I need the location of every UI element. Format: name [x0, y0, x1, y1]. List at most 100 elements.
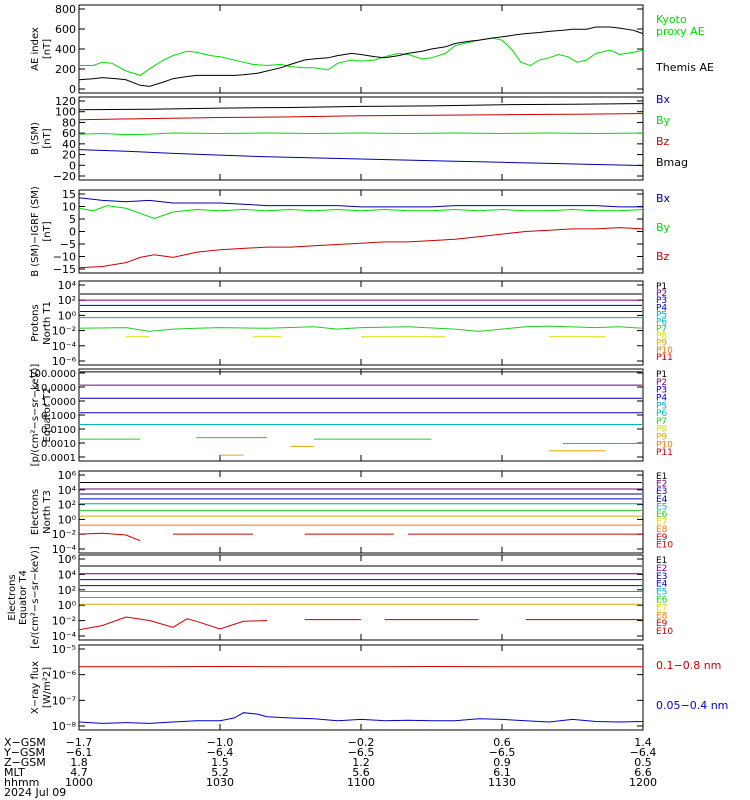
y-tick-label: 20	[62, 149, 76, 162]
y-tick-label: 10²	[58, 294, 76, 307]
ephemeris-row-label: Z−GSM	[4, 756, 46, 769]
series-line-p7	[78, 325, 644, 332]
legend-item: P11	[656, 448, 673, 458]
legend-item: P6	[656, 317, 667, 327]
legend-item: By	[656, 221, 671, 234]
legend-item: 0.1−0.8 nm	[656, 659, 721, 672]
legend-item: P11	[656, 353, 673, 363]
series-line-bmag	[78, 103, 644, 111]
panel-frame	[78, 644, 644, 731]
y-tick-label: 10⁶	[58, 469, 77, 482]
y-tick-label: 10⁰	[58, 513, 77, 526]
ephemeris-row-label: Y−GSM	[3, 746, 45, 759]
legend-item: E10	[656, 540, 673, 550]
y-axis-label: Electrons	[7, 574, 18, 620]
legend-item: 0.05−0.4 nm	[656, 699, 728, 712]
y-tick-label: 10⁰	[58, 599, 77, 612]
ephemeris-value: −1.0	[207, 736, 234, 749]
ephemeris-value: −6.4	[207, 746, 234, 759]
ephemeris-value: 1100	[347, 776, 375, 789]
y-tick-label: 10⁻²	[52, 325, 76, 338]
y-axis-label: B (SM)−IGRF (SM)	[30, 186, 41, 277]
legend-item: Bx	[656, 192, 671, 205]
ephemeris-row-label: MLT	[4, 766, 25, 779]
plot-date: 2024 Jul 09	[4, 786, 66, 799]
ephemeris-value: 0.6	[493, 736, 511, 749]
y-axis-label: [e/(cm²−s−sr−keV)]	[30, 546, 41, 649]
y-axis-label: [nT]	[42, 221, 53, 241]
panel-pn1: 10⁴ 10² 10⁰ 10⁻² 10⁻⁴ 10⁻⁶ Protons North T1 P1P2…	[30, 279, 673, 368]
y-tick-label: 10⁻⁴	[52, 340, 77, 353]
panel-eeq: 10⁶ 10⁴ 10² 10⁰ 10⁻² 10⁻⁴ [e/(cm²−s−sr−keV)]Eq…	[7, 546, 673, 649]
legend-item: P1	[656, 282, 667, 292]
ephemeris-value: −0.2	[348, 736, 375, 749]
legend-item: P3	[656, 296, 667, 306]
legend-item: P8	[656, 425, 667, 435]
series-line-e9	[78, 532, 141, 542]
series-line-themis-ae	[78, 26, 644, 87]
y-tick-label: 100	[55, 106, 76, 119]
y-tick-label: 10	[62, 201, 76, 214]
ephemeris-value: 1200	[629, 776, 657, 789]
legend-item: E3	[656, 487, 667, 497]
legend-item: Kyoto	[656, 13, 687, 26]
ephemeris-value: 1.2	[352, 756, 370, 769]
y-axis-label: Equator T4	[18, 570, 29, 625]
y-tick-label: 10⁻²	[52, 615, 76, 628]
y-axis-label: Equator T2	[42, 388, 53, 443]
y-axis-label: [W/m²2]	[42, 667, 53, 708]
legend-item: P1	[656, 370, 667, 380]
legend-item: Bz	[656, 135, 670, 148]
legend-item: P7	[656, 325, 667, 335]
ephemeris-value: 1130	[488, 776, 516, 789]
y-tick-label: 10⁻⁵	[52, 643, 76, 656]
series-line-0.05−0.4-nm	[78, 712, 644, 724]
legend-item: By	[656, 114, 671, 127]
y-tick-label: 10⁻⁶	[52, 669, 77, 682]
y-tick-label: 0	[69, 159, 76, 172]
legend-item: P10	[656, 346, 673, 356]
series-line-bz	[78, 113, 644, 121]
series-line-kyoto-proxy-ae	[79, 37, 644, 76]
y-tick-label: 10⁴	[58, 568, 77, 581]
ephemeris-value: 1.8	[70, 756, 88, 769]
legend-item: E8	[656, 525, 668, 535]
legend-item: E4	[656, 495, 668, 505]
legend-item: E7	[656, 518, 667, 528]
legend-item: E3	[656, 572, 667, 582]
y-tick-label: −10	[53, 251, 76, 264]
y-tick-label: 10⁴	[58, 279, 77, 292]
legend-item: P4	[656, 303, 667, 313]
legend-item: E6	[656, 596, 668, 606]
legend-item: E2	[656, 480, 667, 490]
y-tick-label: 10²	[58, 584, 76, 597]
y-tick-label: 10⁻²	[52, 528, 76, 541]
legend-item: E7	[656, 603, 667, 613]
y-tick-label: 10⁻⁴	[52, 543, 77, 556]
panel-frame	[78, 368, 644, 462]
legend-item: E9	[656, 533, 668, 543]
legend-item: P5	[656, 310, 667, 320]
legend-item: Bmag	[656, 156, 688, 169]
y-axis-label: AE index	[30, 27, 41, 71]
legend-item: P6	[656, 409, 667, 419]
y-tick-label: 400	[55, 43, 76, 56]
ephemeris-value: 1.5	[211, 756, 229, 769]
legend-item: proxy AE	[656, 25, 705, 38]
ephemeris-value: 6.6	[634, 766, 652, 779]
y-axis-label: Electrons	[30, 489, 41, 535]
y-axis-label: North T1	[42, 301, 53, 345]
y-tick-label: 600	[55, 23, 76, 36]
y-tick-label: −15	[53, 263, 76, 276]
legend-item: E2	[656, 564, 667, 574]
y-axis-label: Protons	[30, 304, 41, 341]
ephemeris-value: −6.5	[348, 746, 375, 759]
y-tick-label: 10⁴	[58, 484, 77, 497]
legend-item: P8	[656, 332, 667, 342]
legend-item: E5	[656, 502, 667, 512]
ephemeris-value: 4.7	[70, 766, 88, 779]
legend-item: E1	[656, 472, 667, 482]
ephemeris-value: 5.2	[211, 766, 229, 779]
